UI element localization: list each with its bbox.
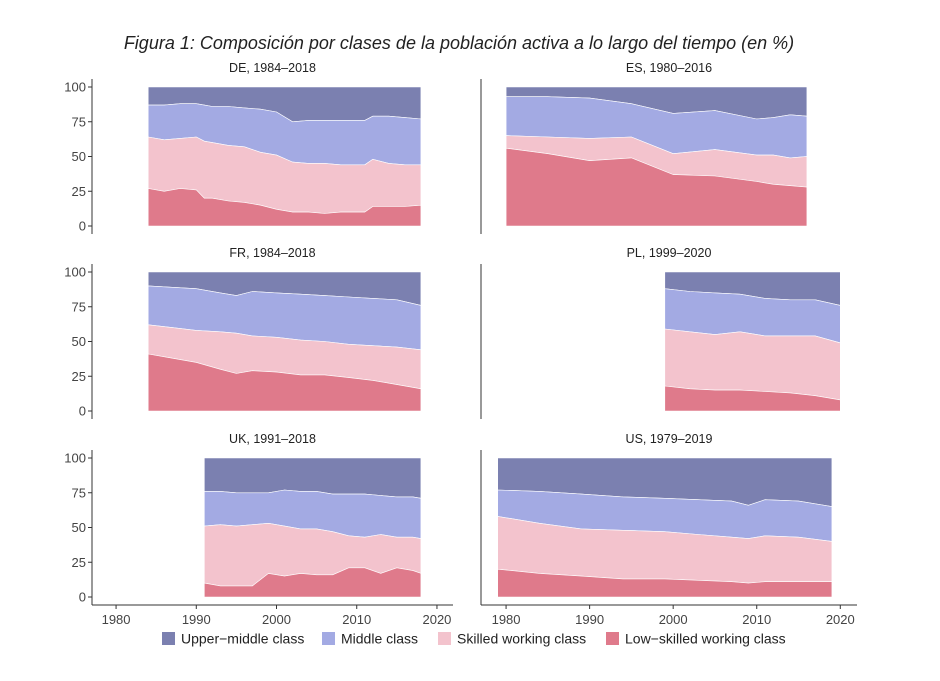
y-tick-label: 75	[72, 114, 86, 129]
x-tick-label: 1990	[182, 612, 211, 627]
x-tick-label: 2010	[342, 612, 371, 627]
panel-title: ES, 1980–2016	[626, 61, 712, 75]
legend-swatch-skilled	[438, 632, 451, 645]
y-tick-label: 75	[72, 485, 86, 500]
x-tick-label: 2020	[826, 612, 855, 627]
y-tick-label: 0	[79, 404, 86, 419]
y-tick-label: 25	[72, 555, 86, 570]
figure-title: Figura 1: Composición por clases de la p…	[124, 33, 794, 53]
area-low-skilled	[147, 353, 422, 412]
y-tick-label: 25	[72, 184, 86, 199]
legend-swatch-low	[606, 632, 619, 645]
y-tick-label: 50	[72, 334, 86, 349]
y-tick-label: 0	[79, 590, 86, 605]
panel-uk: UK, 1991–2018 0 25 50 75 100 1980 1990 2000 2010 2…	[64, 432, 453, 627]
y-tick-label: 100	[64, 451, 86, 466]
panel-title: UK, 1991–2018	[229, 432, 316, 446]
panel-fr: FR, 1984–2018 0 25 50 75 100	[64, 246, 422, 419]
x-tick-label: 2000	[659, 612, 688, 627]
panels-group: DE, 1984–2018 0 25 50 75 100 ES, 1980–2016 FR, …	[64, 61, 857, 627]
y-tick-label: 100	[64, 80, 86, 95]
x-tick-label: 2020	[422, 612, 451, 627]
panel-us: US, 1979–2019 1980 1990 2000 2010 2020	[480, 432, 857, 627]
area-low-skilled	[204, 567, 422, 598]
legend-label-skilled: Skilled working class	[457, 631, 586, 647]
panel-es: ES, 1980–2016	[480, 61, 808, 234]
panel-pl: PL, 1999–2020	[480, 246, 841, 419]
panel-de: DE, 1984–2018 0 25 50 75 100	[64, 61, 422, 234]
panel-title: PL, 1999–2020	[627, 246, 712, 260]
legend-swatch-middle	[322, 632, 335, 645]
y-tick-label: 50	[72, 149, 86, 164]
y-tick-label: 0	[79, 219, 86, 234]
y-tick-label: 100	[64, 265, 86, 280]
x-tick-label: 1990	[575, 612, 604, 627]
y-tick-label: 25	[72, 369, 86, 384]
legend-swatch-upper_middle	[162, 632, 175, 645]
legend-label-upper_middle: Upper−middle class	[181, 631, 304, 647]
x-tick-label: 1980	[102, 612, 131, 627]
legend: Upper−middle class Middle class Skilled wo…	[162, 631, 786, 647]
legend-label-middle: Middle class	[341, 631, 418, 647]
legend-label-low: Low−skilled working class	[625, 631, 786, 647]
panel-title: US, 1979–2019	[626, 432, 713, 446]
x-tick-label: 2000	[262, 612, 291, 627]
panel-title: FR, 1984–2018	[229, 246, 315, 260]
area-low-skilled	[147, 188, 422, 227]
area-low-skilled	[497, 568, 833, 598]
x-tick-label: 2010	[742, 612, 771, 627]
x-tick-label: 1980	[492, 612, 521, 627]
area-low-skilled	[664, 385, 841, 412]
area-low-skilled	[505, 147, 808, 227]
panel-title: DE, 1984–2018	[229, 61, 316, 75]
y-tick-label: 50	[72, 520, 86, 535]
y-tick-label: 75	[72, 299, 86, 314]
